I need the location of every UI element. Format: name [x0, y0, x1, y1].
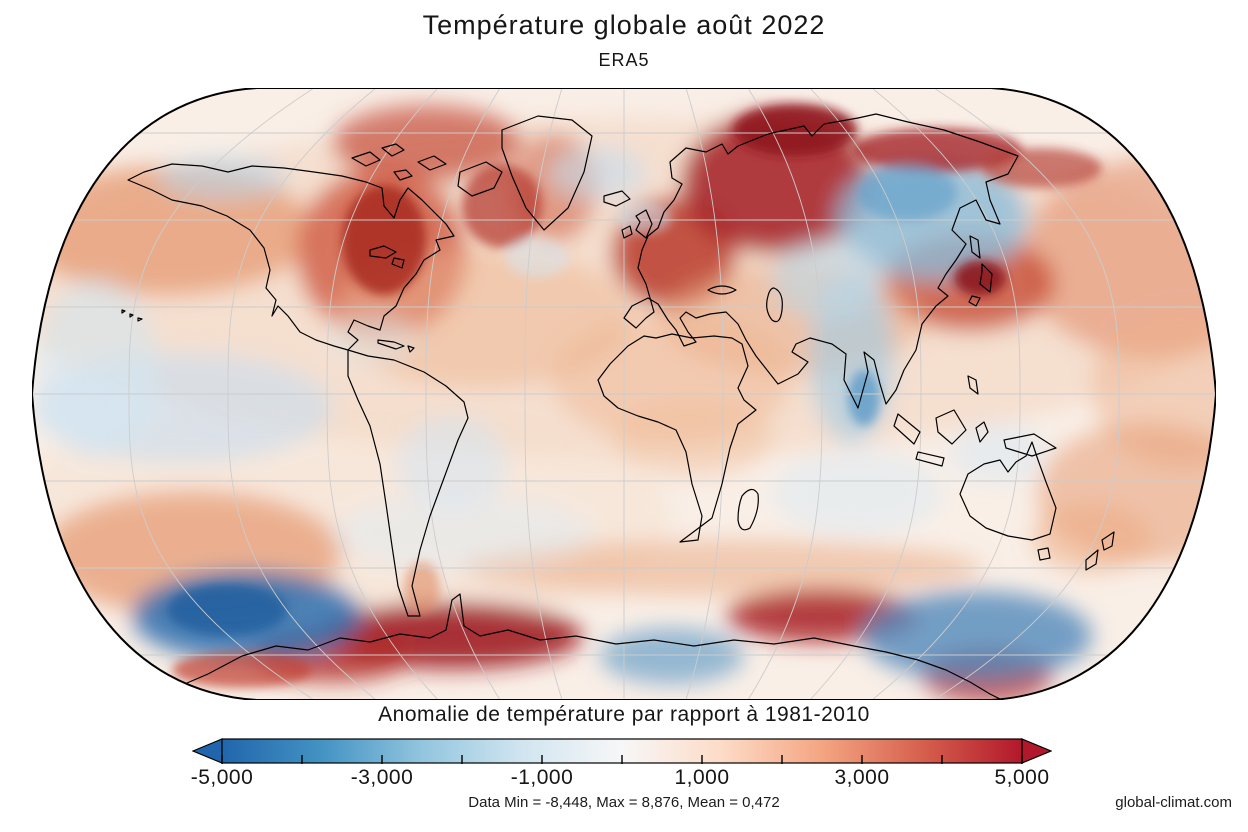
coastline-path	[129, 313, 134, 318]
coastline-path	[393, 169, 413, 181]
coastline-path	[635, 209, 653, 239]
meridian-line	[128, 88, 315, 700]
anomaly-region	[462, 164, 542, 248]
coastline-path	[597, 333, 757, 543]
colorbar-figure	[192, 738, 1052, 764]
coastline-path	[347, 349, 469, 617]
anomaly-region	[404, 562, 440, 614]
coastline-path	[1101, 531, 1115, 551]
anomaly-region	[332, 105, 522, 181]
colorbar	[192, 736, 1052, 766]
coastline-path	[623, 113, 1019, 409]
coastline-path	[979, 263, 993, 293]
coastline-path	[621, 225, 633, 239]
anomaly-region	[848, 370, 880, 426]
anomaly-region	[612, 398, 772, 478]
coastline-path	[121, 309, 126, 314]
coastline-path	[351, 151, 381, 167]
meridian-line	[326, 88, 439, 700]
coastlines	[121, 113, 1115, 700]
meridian-line	[685, 88, 724, 700]
coastline-path	[1003, 433, 1057, 457]
anomaly-region	[949, 423, 1045, 483]
coastline-path	[935, 409, 967, 445]
coastline-path	[391, 257, 405, 269]
coastline-path	[969, 235, 981, 259]
colorbar-tick-label: -3,000	[350, 766, 414, 789]
graticule-grid	[32, 88, 1216, 700]
temperature-anomaly-cores	[167, 104, 1102, 688]
stats-line: Data Min = -8,448, Max = 8,876, Mean = 0…	[468, 794, 780, 811]
anomaly-region	[772, 451, 942, 535]
colorbar-tick-marks	[221, 755, 1023, 764]
anomaly-region	[600, 628, 744, 684]
meridian-line	[933, 88, 1120, 700]
coastline-path	[603, 190, 631, 207]
page-title: Température globale août 2022	[422, 10, 826, 40]
colorbar-tick-label: 5,000	[994, 766, 1050, 789]
colorbar-tick-label: -1,000	[510, 766, 574, 789]
coastline-path	[915, 451, 945, 467]
coastline-path	[417, 155, 447, 171]
anomaly-region	[1022, 158, 1216, 358]
anomaly-region	[172, 652, 312, 688]
coastline-path	[137, 317, 143, 322]
subtitle-dataset: ERA5	[598, 50, 650, 70]
anomaly-region	[342, 185, 426, 295]
colorbar-right-arrow	[1021, 738, 1052, 764]
credit-watermark: global-climat.com	[1115, 794, 1232, 811]
anomaly-region	[505, 238, 569, 278]
projection-outline	[32, 88, 1216, 700]
colorbar-label: Anomalie de température par rapport à 19…	[378, 703, 870, 726]
coastline-path	[381, 143, 405, 157]
anomaly-region	[862, 591, 1092, 681]
colorbar-left-arrow	[192, 738, 223, 764]
coastline-path	[737, 488, 759, 531]
anomaly-region	[852, 128, 1022, 172]
coastline-path	[959, 441, 1057, 541]
anomaly-region	[857, 165, 957, 221]
meridian-line	[747, 88, 823, 700]
coastline-path	[707, 285, 737, 295]
coastline-path	[179, 593, 1003, 700]
world-map	[32, 88, 1216, 700]
meridian-line	[227, 88, 377, 700]
anomaly-region	[167, 584, 287, 636]
anomaly-region	[332, 495, 592, 571]
meridian-line	[425, 88, 501, 700]
coastline-path	[766, 287, 783, 323]
anomaly-region	[733, 104, 857, 156]
anomaly-region	[1032, 503, 1152, 573]
coastline-path	[127, 163, 455, 351]
meridian-line	[809, 88, 922, 700]
anomaly-region	[982, 148, 1102, 188]
anomaly-region	[397, 415, 507, 511]
anomaly-region	[549, 147, 645, 199]
meridian-line	[871, 88, 1021, 700]
coastline-path	[369, 245, 397, 259]
colorbar-tick-label: 1,000	[674, 766, 730, 789]
meridian-line	[524, 88, 563, 700]
world-map-figure	[32, 88, 1216, 700]
coastline-path	[501, 115, 593, 231]
coastline-path	[377, 339, 405, 350]
anomaly-region	[954, 260, 1006, 296]
coastline-path	[975, 421, 989, 443]
anomaly-region	[37, 278, 157, 458]
anomaly-region	[157, 156, 287, 200]
coastline-path	[968, 295, 981, 307]
anomaly-region	[772, 240, 882, 320]
colorbar-tick-label: -5,000	[190, 766, 254, 789]
colorbar-tick-label: 3,000	[834, 766, 890, 789]
coastline-path	[1085, 549, 1099, 571]
coastline-path	[967, 375, 979, 395]
coastline-path	[407, 345, 415, 353]
coastline-path	[457, 161, 503, 197]
coastline-path	[1037, 547, 1051, 561]
coastline-path	[893, 413, 921, 445]
